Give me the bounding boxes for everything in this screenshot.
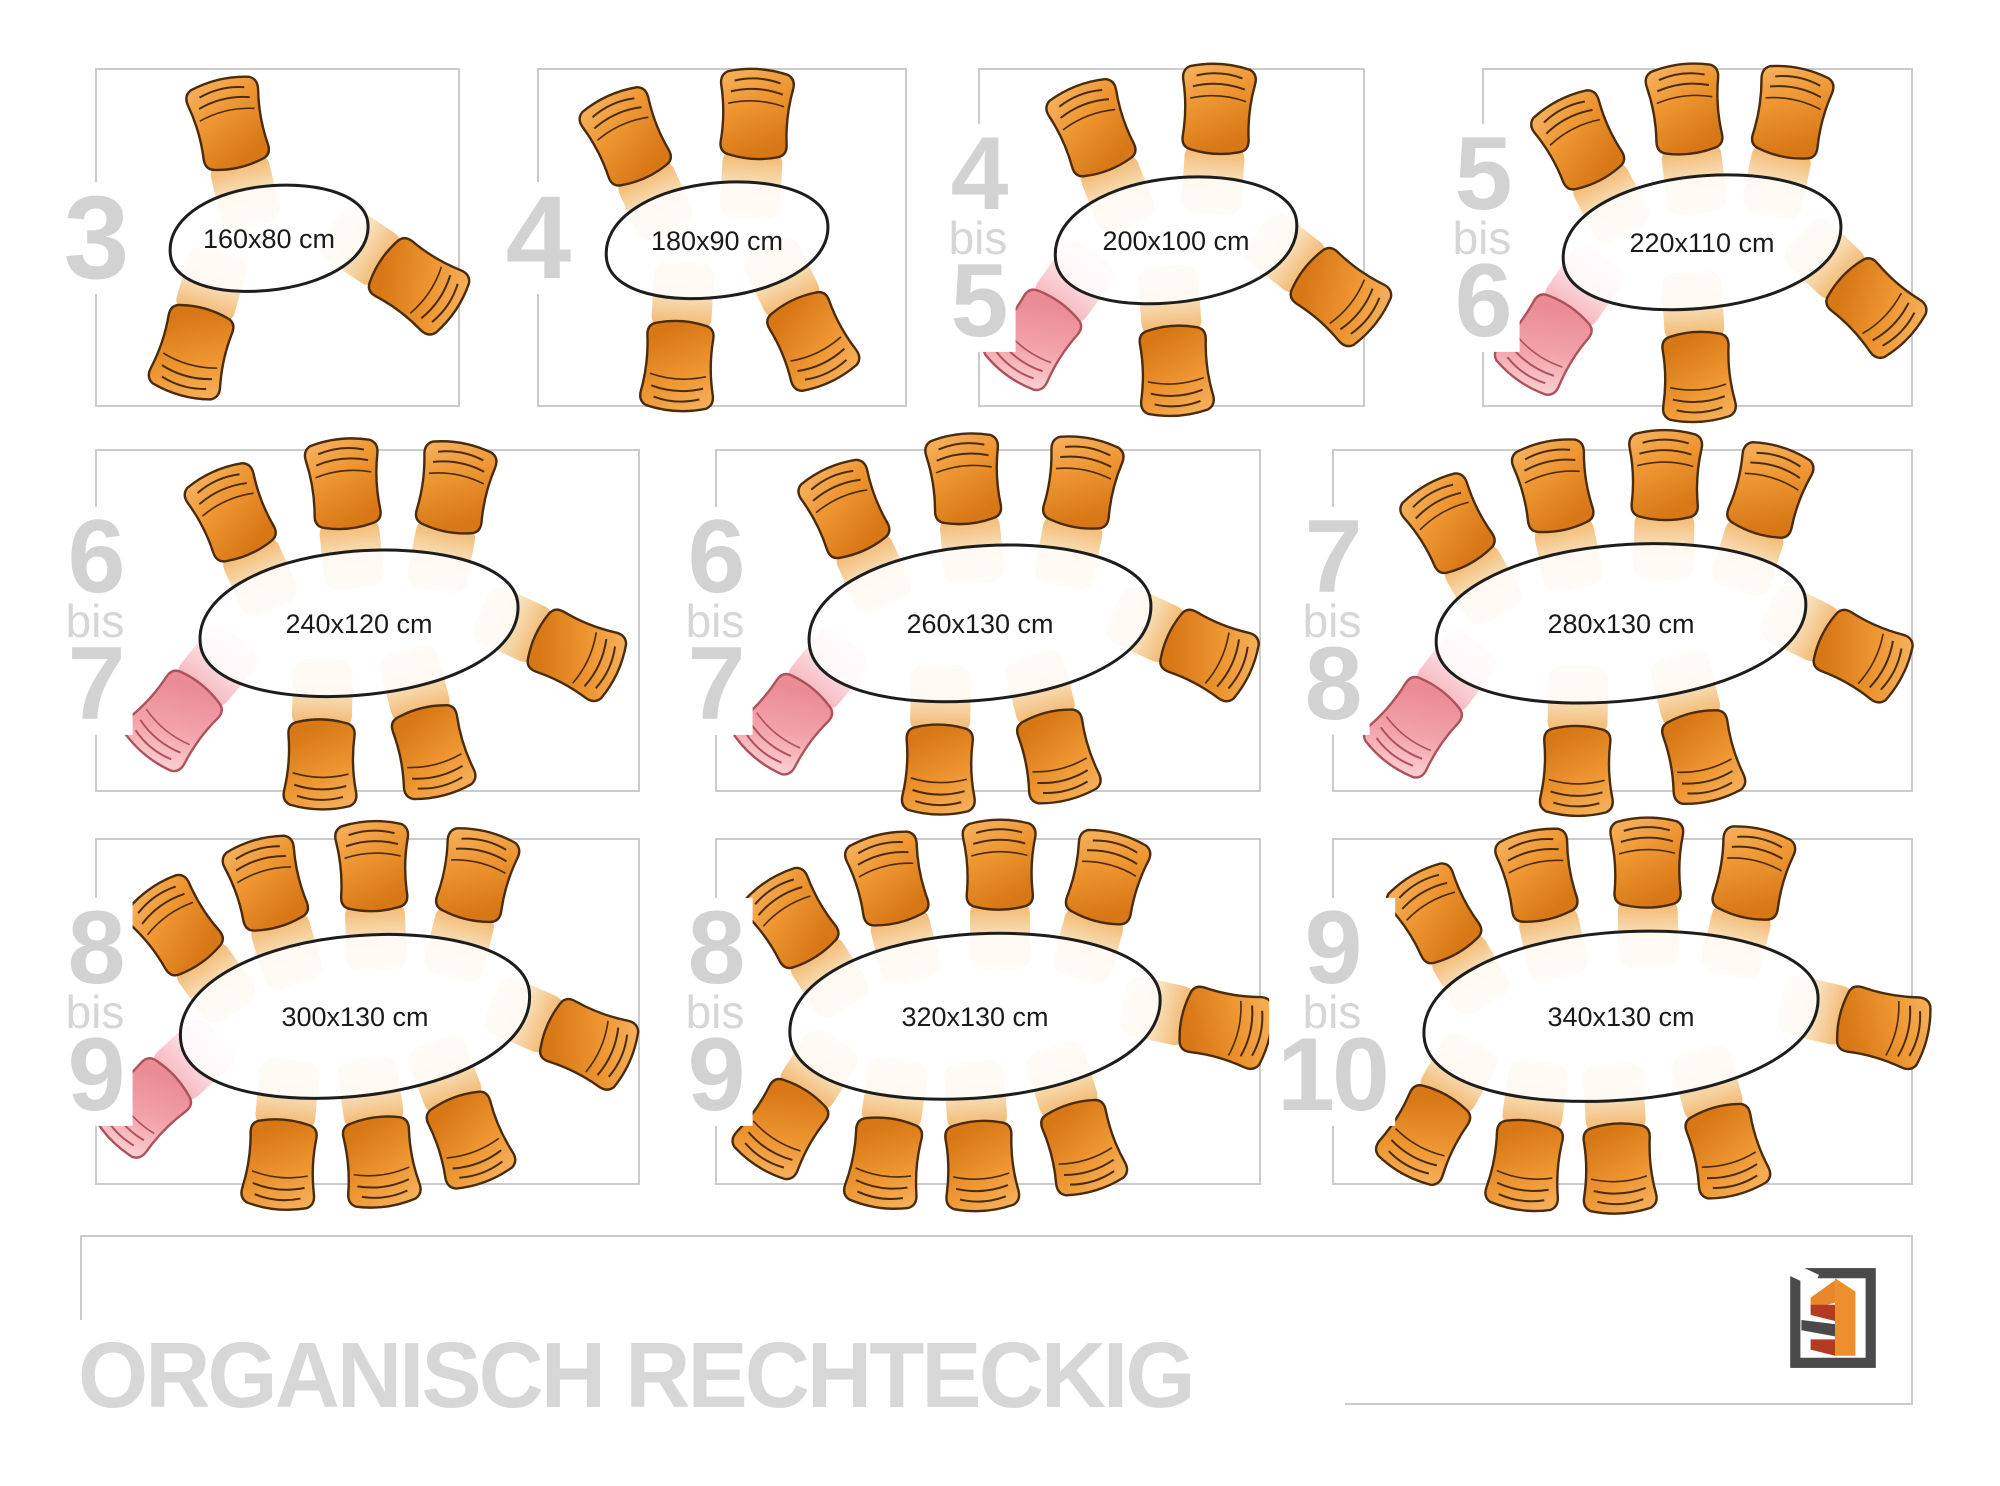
seat-count-number: 9 [687,1016,746,1133]
brand-logo-icon [1786,1264,1876,1368]
table-size-label: 300x130 cm [281,1002,428,1032]
size-option-cell: 300x130 cm [82,818,646,1214]
size-option-cell: 180x90 cm [537,65,907,415]
table-top [1434,542,1808,705]
seat-count: 4 bis 5 [940,115,1016,359]
seat-count-number: 8 [1304,625,1363,742]
size-option-cell: 280x130 cm [1332,428,1921,818]
seat-count-number: 7 [687,625,746,742]
page-title: ORGANISCH RECHTECKIG [78,1323,1195,1427]
footer-band-right-border [1911,1235,1913,1405]
seat-count-bis: bis [948,211,1008,264]
table-size-label: 260x130 cm [906,609,1053,639]
footer-band-top-border [80,1235,1913,1237]
seat-count: 9 bis 10 [1269,889,1395,1133]
table-top [604,180,830,301]
table-diagram: 340x130 cm [1369,815,1937,1217]
seat-count-bis: bis [685,594,745,647]
seat-count-number: 5 [1454,115,1513,232]
seat-count-number: 7 [1304,498,1363,615]
seat-count: 8 bis 9 [57,889,133,1133]
footer-band-underline [1345,1403,1913,1405]
seat-count-number: 6 [687,498,746,615]
table-diagram: 260x130 cm [726,429,1267,817]
table-size-label: 320x130 cm [901,1002,1048,1032]
table-diagram: 220x110 cm [1487,58,1935,426]
seat-count-bis: bis [1452,211,1512,264]
seat-count: 4 [497,171,577,304]
table-size-label: 180x90 cm [651,226,783,256]
table-top [1422,929,1820,1103]
table-size-label: 280x130 cm [1547,609,1694,639]
table-diagram: 320x130 cm [725,818,1279,1215]
seat-count-bis: bis [1302,594,1362,647]
seat-count-number: 6 [1454,242,1513,359]
table-top [168,183,370,293]
seat-count: 6 bis 7 [677,498,753,742]
seat-count-number: 9 [67,1016,126,1133]
table-top [807,543,1153,704]
seat-count-number: 4 [505,171,572,304]
seat-count-bis: bis [65,985,125,1038]
table-diagram: 280x130 cm [1356,428,1921,818]
table-top [788,931,1162,1101]
table-size-label: 240x120 cm [285,609,432,639]
seat-count-bis: bis [1302,985,1362,1038]
seat-count-number: 3 [63,171,130,304]
seat-count-number: 8 [67,889,126,1006]
size-option-cell: 160x80 cm [95,68,478,407]
seat-count-number: 6 [67,498,126,615]
seat-count-bis: bis [65,594,125,647]
size-option-cell: 320x130 cm [715,818,1279,1215]
size-option-cell: 200x100 cm [976,60,1400,420]
table-size-label: 160x80 cm [203,224,335,254]
seat-count-number: 4 [950,115,1009,232]
table-diagram: 300x130 cm [82,818,646,1214]
seat-count-number: 7 [67,625,126,742]
footer-band-left-border [80,1235,82,1320]
table-size-label: 200x100 cm [1102,226,1249,256]
size-option-cell: 240x120 cm [95,433,640,812]
seat-count: 3 [55,171,135,304]
table-diagram: 200x100 cm [976,60,1400,420]
table-diagram: 240x120 cm [115,433,634,812]
size-option-cell: 340x130 cm [1332,815,1937,1217]
table-size-label: 220x110 cm [1629,228,1774,258]
seat-count: 5 bis 6 [1444,115,1520,359]
table-top [198,548,520,699]
seat-count-bis: bis [685,985,745,1038]
table-diagram: 180x90 cm [573,65,866,415]
table-size-label: 340x130 cm [1547,1002,1694,1032]
table-diagram: 160x80 cm [144,70,478,407]
size-option-cell: 260x130 cm [715,429,1267,817]
seat-count: 7 bis 8 [1294,498,1370,742]
seat-count-number: 10 [1277,1016,1390,1133]
seat-count: 6 bis 7 [57,498,133,742]
size-option-cell: 220x110 cm [1482,58,1935,426]
seat-count: 8 bis 9 [677,889,753,1133]
table-top [1561,173,1843,312]
seat-count-number: 8 [687,889,746,1006]
seat-count-number: 5 [950,242,1009,359]
seat-count-number: 9 [1304,889,1363,1006]
table-top [179,932,531,1100]
table-top [1053,175,1299,306]
